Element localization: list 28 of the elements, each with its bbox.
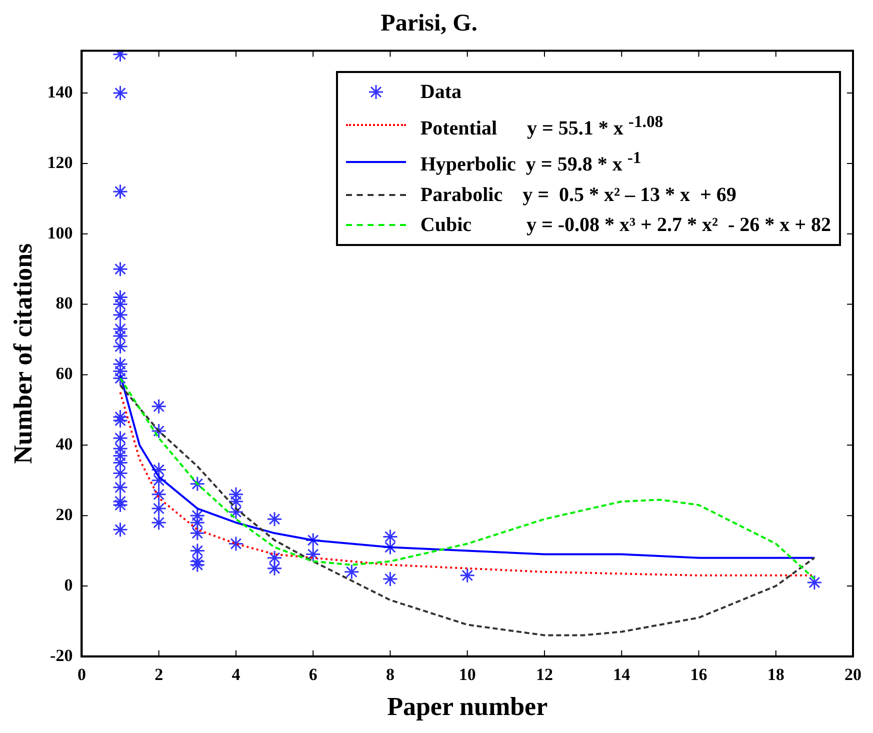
x-tick-label: 18 (767, 664, 784, 684)
x-tick-label: 4 (232, 664, 241, 684)
x-tick-label: 12 (536, 664, 553, 684)
x-tick-label: 14 (613, 664, 631, 684)
x-tick-label: 20 (844, 664, 862, 684)
x-tick-label: 0 (77, 664, 86, 684)
legend-label: Potential y = 55.1 * x $^{-1.08}$ (420, 110, 664, 142)
y-tick-label: 20 (56, 504, 73, 524)
y-tick-label: 40 (56, 434, 73, 454)
y-tick-label: 0 (64, 575, 73, 594)
y-axis-title: Number of citations (8, 243, 38, 464)
x-tick-label: 10 (458, 664, 476, 684)
x-tick-label: 6 (308, 664, 318, 684)
x-tick-label: 16 (690, 664, 708, 684)
y-tick-label: -20 (50, 646, 73, 665)
x-axis-title: Paper number (387, 692, 548, 722)
legend-label: Parabolic y = 0.5 * x² – 13 * x + 69 (420, 183, 736, 208)
chart-title: Parisi, G. (380, 10, 478, 37)
x-tick-label: 2 (154, 664, 164, 684)
y-tick-label: 100 (47, 223, 73, 242)
legend-label: Hyperbolic y = 59.8 * x $^{-1}$ (420, 147, 642, 178)
y-tick-label: 60 (56, 364, 73, 384)
y-tick-label: 140 (47, 82, 73, 102)
legend-label: Cubic y = -0.08 * x³ + 2.7 * x² - 26 * x + 82 (420, 213, 831, 238)
y-tick-label: 120 (47, 152, 73, 172)
legend-label: Data (420, 80, 462, 105)
x-tick-label: 8 (386, 664, 394, 684)
y-tick-label: 80 (56, 294, 73, 313)
